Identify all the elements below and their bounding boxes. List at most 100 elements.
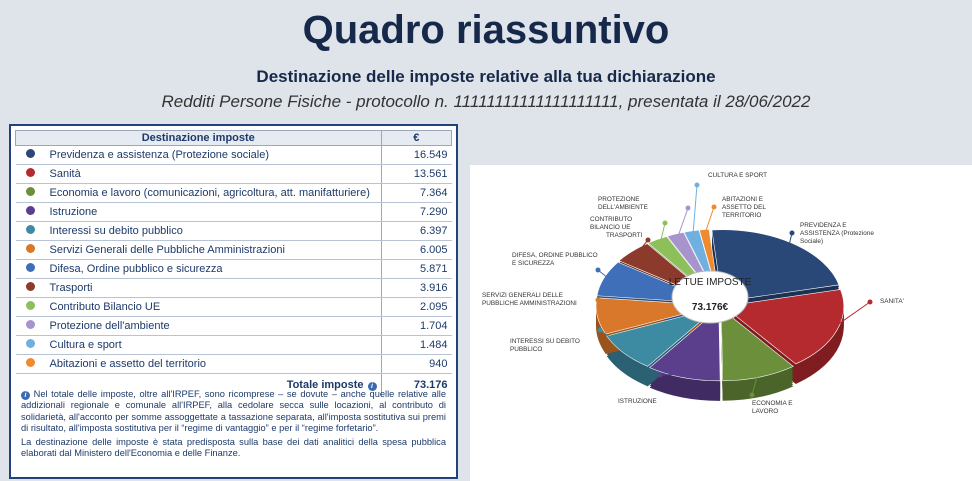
- color-cell: [15, 316, 46, 336]
- row-name: Contributo Bilancio UE: [45, 297, 381, 317]
- slice: [723, 289, 845, 365]
- row-name: Servizi Generali delle Pubbliche Amminis…: [45, 240, 381, 260]
- color-cell: [15, 297, 46, 317]
- leader-dot: [685, 205, 691, 211]
- color-dot: [26, 339, 35, 348]
- color-dot: [26, 206, 35, 215]
- col-header: Destinazione imposte: [15, 130, 382, 146]
- leader-dot: [662, 220, 668, 226]
- total-row: Totale imposte i 73.176: [16, 373, 452, 397]
- color-dot: [26, 187, 35, 196]
- leader-line: [597, 299, 604, 316]
- row-name: Cultura e sport: [45, 335, 381, 355]
- chart-label: PREVIDENZA E ASSISTENZA (Protezione Soci…: [800, 222, 874, 245]
- table-row: Protezione dell'ambiente 1.704: [15, 316, 452, 336]
- slice: [720, 308, 794, 382]
- info-icon: i: [21, 391, 30, 400]
- row-name: Abitazioni e assetto del territorio: [45, 354, 381, 374]
- leader-dot: [657, 372, 663, 378]
- table-row: Abitazioni e assetto del territorio 940: [15, 354, 452, 374]
- row-name: Economia e lavoro (comunicazioni, agrico…: [45, 183, 381, 203]
- table-row: Trasporti 3.916: [15, 278, 452, 298]
- color-cell: [15, 164, 46, 184]
- row-name: Difesa, Ordine pubblico e sicurezza: [45, 259, 381, 279]
- leader-line: [659, 222, 666, 243]
- color-cell: [15, 221, 46, 241]
- subtitle: Destinazione delle imposte relative alla…: [256, 67, 716, 86]
- chart-label: PROTEZIONE DELL'AMBIENTE: [598, 196, 648, 211]
- chart-label: CONTRIBUTO BILANCIO UE: [590, 216, 633, 231]
- table-row: Servizi Generali delle Pubbliche Amminis…: [15, 240, 452, 260]
- chart-label: SANITA': [880, 298, 904, 305]
- color-cell: [15, 240, 46, 260]
- table-row: Cultura e sport 1.484: [15, 335, 452, 355]
- slice: [711, 229, 840, 303]
- color-dot: [26, 282, 35, 291]
- table-row: Contributo Bilancio UE 2.095: [15, 297, 452, 317]
- leader-dot: [595, 297, 601, 303]
- color-cell: [15, 145, 46, 165]
- note-text: La destinazione delle imposte è stata pr…: [21, 437, 446, 459]
- row-amount: 940: [380, 354, 452, 374]
- color-cell: [15, 335, 46, 355]
- table-row: Difesa, Ordine pubblico e sicurezza 5.871: [15, 259, 452, 279]
- slice: [606, 307, 718, 367]
- leader-dot: [597, 327, 603, 333]
- total-label: Totale imposte: [286, 379, 364, 391]
- leader-line: [751, 373, 759, 396]
- color-dot: [26, 263, 35, 272]
- color-dot: [26, 320, 35, 329]
- row-amount: 5.871: [380, 259, 452, 279]
- table-row: Economia e lavoro (comunicazioni, agrico…: [15, 183, 452, 203]
- total-value: 73.176: [380, 373, 452, 396]
- leader-dot: [789, 230, 795, 236]
- leader-dot: [711, 204, 717, 210]
- leader-line: [599, 329, 629, 351]
- row-amount: 13.561: [380, 164, 452, 184]
- color-cell: [15, 259, 46, 279]
- row-amount: 1.704: [380, 316, 452, 336]
- total-label-cell: Totale imposte i: [46, 374, 382, 397]
- chart-label: ABITAZIONI E ASSETTO DEL TERRITORIO: [722, 196, 766, 219]
- color-dot: [26, 358, 35, 367]
- center-badge: [671, 270, 749, 324]
- table-row: Previdenza e assistenza (Protezione soci…: [15, 145, 452, 165]
- protocol: Redditi Persone Fisiche - protocollo n. …: [161, 92, 811, 111]
- leader-dot: [867, 299, 873, 305]
- center-label: LE TUE IMPOSTE: [669, 277, 752, 288]
- row-amount: 6.397: [380, 221, 452, 241]
- info-icon: i: [367, 382, 377, 391]
- row-amount: 6.005: [380, 240, 452, 260]
- row-amount: 7.364: [380, 183, 452, 203]
- slice: [649, 308, 721, 382]
- color-cell: [15, 183, 46, 203]
- leader-line: [597, 269, 611, 280]
- leader-line: [659, 373, 686, 376]
- note-text: Nel totale delle imposte, oltre all'IRPE…: [21, 389, 446, 433]
- leader-line: [635, 239, 649, 255]
- title: Quadro riassuntivo: [302, 8, 670, 52]
- row-name: Interessi su debito pubblico: [45, 221, 381, 241]
- row-amount: 3.916: [380, 278, 452, 298]
- row-name: Trasporti: [45, 278, 381, 298]
- row-name: Sanità: [45, 164, 381, 184]
- table-row: Interessi su debito pubblico 6.397: [15, 221, 452, 241]
- row-name: Protezione dell'ambiente: [45, 316, 381, 336]
- leader-line: [677, 207, 689, 238]
- row-amount: 16.549: [380, 145, 452, 165]
- table: Destinazione imposte € Previdenza e assi…: [15, 130, 452, 396]
- table-row: Sanità 13.561: [15, 164, 452, 184]
- leader-line: [692, 184, 698, 235]
- leader-dot: [694, 182, 700, 188]
- color-cell: [15, 202, 46, 222]
- leader-dot: [645, 237, 651, 243]
- row-amount: 1.484: [380, 335, 452, 355]
- color-cell: [15, 354, 46, 374]
- chart-panel: LE TUE IMPOSTE 73.176€ PREVIDENZA E ASSIS…: [470, 165, 972, 481]
- leader-line: [704, 206, 715, 234]
- color-dot: [26, 301, 35, 310]
- table-box: Destinazione imposte € Previdenza e assi…: [9, 124, 458, 479]
- row-name: Istruzione: [45, 202, 381, 222]
- pie-chart: LE TUE IMPOSTE 73.176€: [595, 182, 873, 401]
